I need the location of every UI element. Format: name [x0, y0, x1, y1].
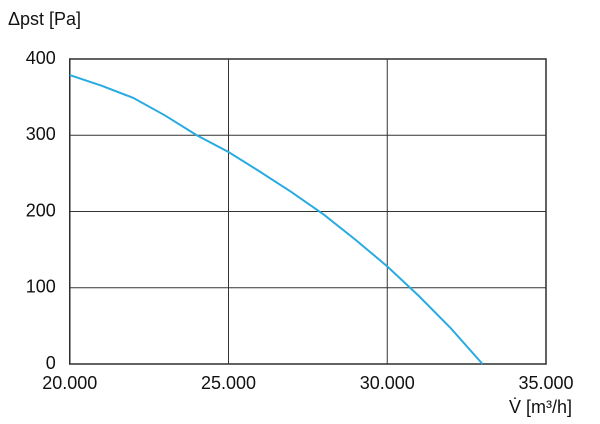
- x-tick-label: 35.000: [518, 373, 573, 393]
- x-tick-label: 20.000: [42, 373, 97, 393]
- x-tick-label: 25.000: [201, 373, 256, 393]
- y-tick-label: 300: [26, 124, 56, 144]
- y-tick-label: 200: [26, 200, 56, 220]
- y-tick-label: 0: [46, 353, 56, 373]
- x-axis-label: V̇ [m³/h]: [509, 397, 572, 417]
- y-tick-label: 100: [26, 277, 56, 297]
- x-tick-label: 30.000: [360, 373, 415, 393]
- curve: [69, 74, 484, 365]
- y-tick-label: 400: [26, 48, 56, 68]
- y-axis-label: Δpst [Pa]: [8, 9, 81, 29]
